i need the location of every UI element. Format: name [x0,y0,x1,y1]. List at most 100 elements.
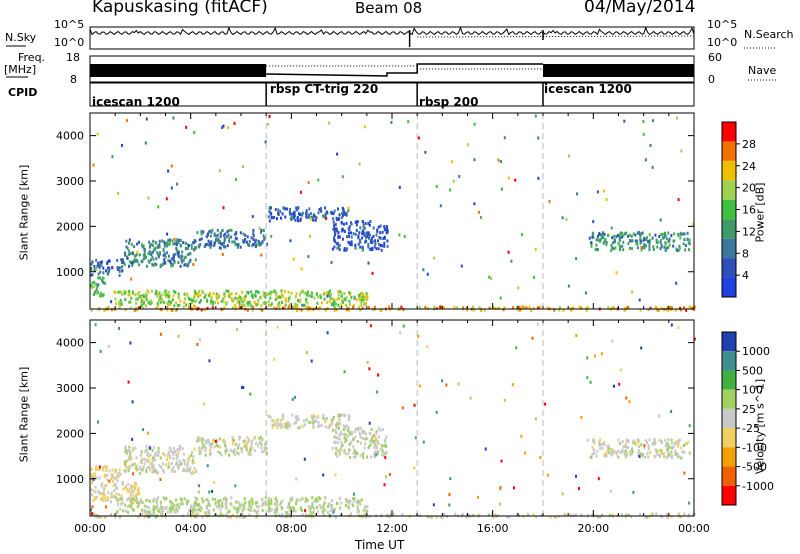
power-data-cell [323,215,326,219]
velocity-data-cell [192,503,195,507]
power-data-cell [158,239,161,243]
velocity-data-cell [154,515,157,519]
velocity-data-cell [186,461,189,465]
velocity-data-cell [90,487,93,491]
power-data-cell [614,246,617,250]
power-data-cell [664,248,667,252]
power-data-cell [305,209,308,213]
velocity-data-cell [111,480,114,484]
velocity-data-cell [140,458,143,462]
power-data-cell [90,308,93,312]
power-data-cell [350,222,353,226]
power-data-cell [295,206,298,210]
velocity-scatter-cell [368,421,371,425]
power-data-cell [161,298,164,302]
power-data-cell [172,258,175,262]
velocity-data-cell [597,515,600,519]
velocity-data-cell [107,498,110,502]
power-data-cell [178,303,181,307]
velocity-data-cell [279,418,282,422]
velocity-data-cell [595,454,598,458]
power-data-cell [124,308,127,312]
velocity-data-cell [198,502,201,506]
velocity-data-cell [160,510,163,514]
power-data-cell [91,273,94,277]
power-data-cell [375,233,378,237]
power-data-cell [275,293,278,297]
velocity-data-cell [370,438,373,442]
velocity-data-cell [120,502,123,506]
power-data-cell [683,232,686,236]
power-data-cell [223,238,226,242]
power-data-cell [172,308,174,312]
velocity-data-cell [353,448,356,452]
velocity-data-cell [168,507,171,511]
velocity-data-cell [601,446,604,450]
power-data-cell [242,300,245,304]
velocity-data-cell [640,443,643,447]
velocity-data-cell [278,423,281,427]
power-data-cell [380,248,383,252]
velocity-data-cell [358,431,361,435]
velocity-scatter-cell [524,451,527,455]
power-data-cell [145,304,147,308]
power-data-cell [211,228,214,232]
power-data-cell [374,239,377,243]
power-data-cell [341,206,344,210]
velocity-data-cell [356,440,359,443]
velocity-scatter-cell [683,471,686,475]
velocity-data-cell [219,445,222,449]
velocity-colorbar-segment [722,389,736,409]
power-data-cell [334,302,337,306]
power-data-cell [264,295,267,299]
velocity-scatter-cell [148,446,151,450]
power-scatter-cell [631,290,634,294]
power-data-cell [284,305,286,309]
colorbar-tick-label: 28 [742,138,756,151]
power-data-cell [360,291,363,295]
velocity-data-cell [167,465,170,469]
power-data-cell [164,261,166,265]
power-data-cell [591,231,594,235]
velocity-colorbar-segment [722,466,736,486]
velocity-data-cell [297,426,300,430]
velocity-data-cell [295,500,298,504]
power-data-cell [366,295,369,299]
velocity-data-cell [99,497,102,501]
velocity-data-cell [603,442,606,446]
power-data-cell [308,294,311,298]
velocity-data-cell [194,501,196,505]
velocity-data-cell [137,468,140,471]
velocity-data-cell [345,438,347,442]
power-scatter-cell [361,248,364,252]
velocity-data-cell [147,499,150,503]
power-data-cell [377,225,380,229]
power-colorbar-segment [722,258,736,278]
power-data-cell [136,242,139,246]
power-data-cell [667,246,670,249]
y-tick-label: 4000 [56,337,84,350]
velocity-data-cell [225,498,228,502]
velocity-data-cell [158,450,160,454]
velocity-data-cell [210,445,213,449]
velocity-data-cell [194,496,197,500]
velocity-data-cell [605,454,608,458]
power-data-cell [597,238,600,242]
velocity-data-cell [182,452,185,456]
velocity-data-cell [240,450,243,454]
velocity-data-cell [128,487,131,491]
power-data-cell [281,212,284,216]
velocity-data-cell [639,513,641,517]
cpid-mode-2: rbsp CT-trig 220 [270,82,379,96]
power-data-cell [136,292,139,296]
velocity-data-cell [336,421,339,425]
power-data-cell [154,241,157,245]
power-data-cell [187,262,190,266]
velocity-scatter-cell [129,341,132,345]
power-data-cell [605,243,608,247]
colorbar-tick-label: 25 [742,403,756,416]
velocity-data-cell [122,482,124,486]
velocity-data-cell [359,499,361,503]
power-data-cell [174,291,177,294]
power-data-cell [634,233,637,237]
